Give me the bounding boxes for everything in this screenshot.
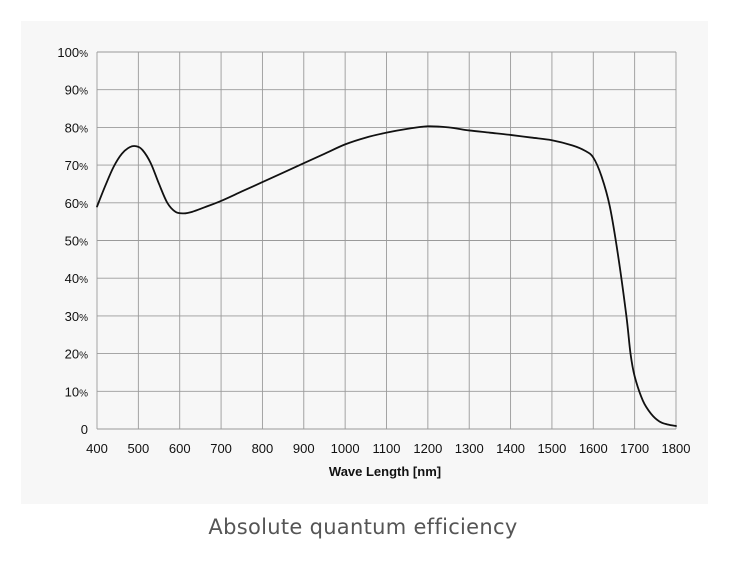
y-axis-tick-labels: 0 10% 20% 30% 40% 50% 60% 70% 80% 90% 100%	[57, 45, 88, 437]
y-tick-label: 100%	[57, 45, 88, 60]
y-tick-label: 40%	[65, 271, 88, 286]
y-tick-percent-suffix: %	[79, 162, 88, 173]
x-tick-label: 600	[169, 441, 191, 456]
y-tick-percent-suffix: %	[79, 313, 88, 324]
x-tick-label: 1500	[537, 441, 566, 456]
y-tick-label: 80%	[65, 120, 88, 135]
x-tick-label: 1600	[579, 441, 608, 456]
y-tick-percent-suffix: %	[79, 275, 88, 286]
x-tick-label: 1400	[496, 441, 525, 456]
y-tick-percent-suffix: %	[79, 124, 88, 135]
x-tick-label: 500	[128, 441, 150, 456]
x-tick-label: 1100	[373, 441, 401, 456]
y-tick-label: 50%	[65, 234, 88, 249]
chart-caption: Absolute quantum efficiency	[208, 515, 518, 539]
y-tick-percent-suffix: %	[79, 49, 88, 60]
x-tick-label: 1800	[662, 441, 691, 456]
series-line-quantum-efficiency	[96, 125, 677, 427]
y-tick-percent-suffix: %	[79, 238, 88, 249]
y-tick-label: 30%	[65, 309, 88, 324]
x-tick-label: 700	[210, 441, 232, 456]
x-tick-label: 1000	[331, 441, 360, 456]
y-tick-percent-suffix: %	[79, 200, 88, 211]
y-tick-percent-suffix: %	[79, 351, 88, 362]
x-tick-label: 400	[86, 441, 108, 456]
y-tick-label: 20%	[65, 347, 88, 362]
x-tick-label: 800	[252, 441, 274, 456]
y-tick-label: 90%	[65, 83, 88, 98]
grid-lines	[96, 51, 677, 430]
series-lines	[96, 125, 677, 427]
x-axis-tick-labels: 400 500 600 700 800 900 1000 1100 1200 1300 1400 15…	[86, 441, 690, 456]
y-tick-label: 60%	[65, 196, 88, 211]
y-tick-label: 10%	[65, 384, 88, 399]
y-tick-label: 70%	[65, 158, 88, 173]
y-tick-percent-suffix: %	[79, 388, 88, 399]
x-tick-label: 1200	[413, 441, 442, 456]
x-axis-title: Wave Length [nm]	[329, 464, 441, 479]
y-tick-percent-suffix: %	[79, 87, 88, 98]
x-tick-label: 900	[293, 441, 315, 456]
y-tick-label: 0	[81, 422, 88, 437]
x-tick-label: 1300	[455, 441, 484, 456]
x-tick-label: 1700	[620, 441, 649, 456]
